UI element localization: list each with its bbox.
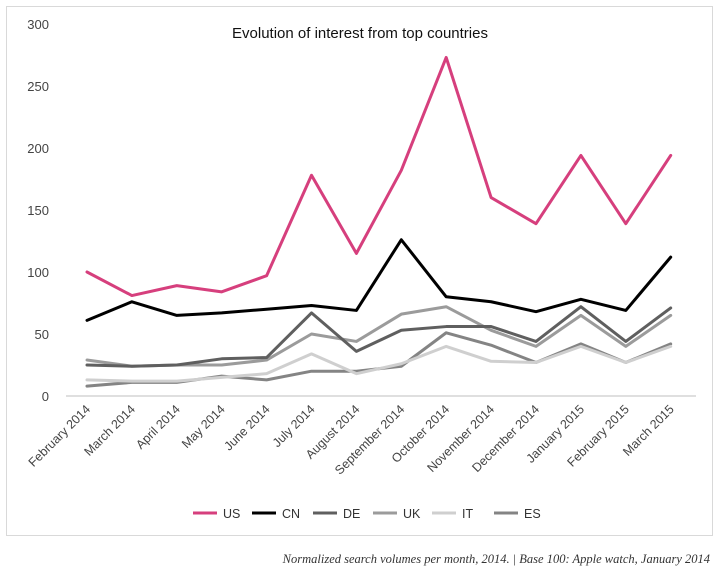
series-line-us — [85, 55, 673, 298]
legend-label-us: US — [223, 507, 240, 521]
y-tick-label: 250 — [27, 79, 49, 94]
series-line-cn — [85, 238, 673, 322]
y-tick-label: 100 — [27, 265, 49, 280]
legend-label-uk: UK — [403, 507, 421, 521]
y-tick-label: 300 — [27, 17, 49, 32]
x-tick-label: July 2014 — [270, 402, 318, 450]
series-line-de — [85, 305, 673, 368]
chart-title: Evolution of interest from top countries — [232, 25, 488, 42]
x-tick-label: February 2014 — [26, 402, 93, 469]
y-tick-label: 200 — [27, 141, 49, 156]
chart-frame — [6, 6, 713, 536]
y-tick-label: 0 — [42, 389, 49, 404]
chart-caption: Normalized search volumes per month, 201… — [282, 552, 710, 566]
legend-label-de: DE — [343, 507, 360, 521]
series-line-it — [85, 344, 673, 383]
x-tick-label: April 2014 — [133, 402, 183, 452]
line-chart: Evolution of interest from top countries… — [26, 17, 696, 521]
y-tick-label: 150 — [27, 203, 49, 218]
legend-label-es: ES — [524, 507, 541, 521]
legend-label-cn: CN — [282, 507, 300, 521]
legend-label-it: IT — [462, 507, 473, 521]
y-tick-label: 50 — [35, 327, 49, 342]
x-tick-label: June 2014 — [222, 402, 273, 453]
